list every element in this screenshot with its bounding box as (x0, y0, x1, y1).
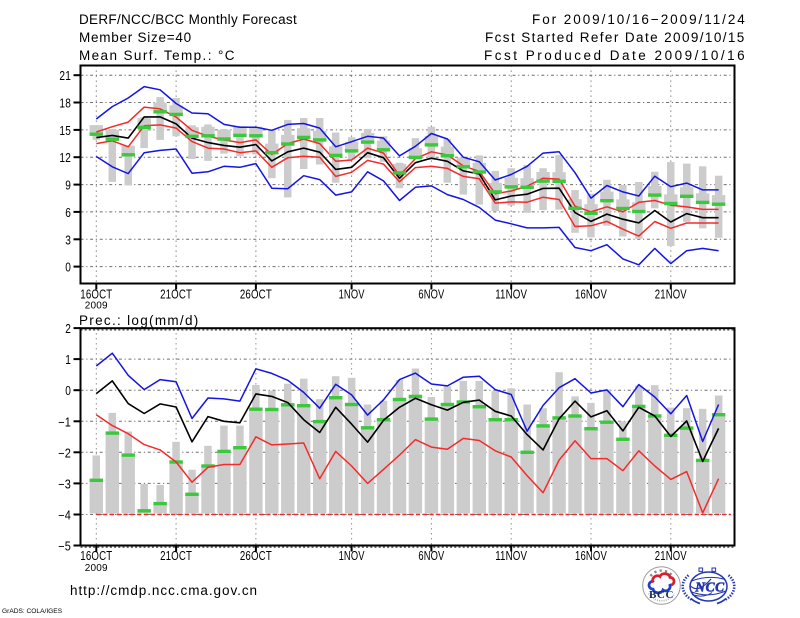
svg-text:−1: −1 (58, 415, 71, 429)
svg-text:2009: 2009 (85, 562, 108, 574)
svg-text:1: 1 (65, 353, 71, 367)
svg-text:1NOV: 1NOV (339, 288, 365, 302)
svg-text:6NOV: 6NOV (418, 549, 444, 563)
svg-text:6NOV: 6NOV (418, 288, 444, 302)
svg-text:Prec.: log(mm/d): Prec.: log(mm/d) (79, 313, 200, 328)
svg-text:Mean Surf. Temp.: °C: Mean Surf. Temp.: °C (79, 48, 236, 63)
svg-text:6: 6 (65, 206, 71, 220)
svg-text:26OCT: 26OCT (240, 549, 272, 563)
svg-text:GrADS: COLA/IGES: GrADS: COLA/IGES (2, 608, 63, 615)
svg-text:2009: 2009 (85, 300, 108, 312)
svg-text:21OCT: 21OCT (160, 288, 192, 302)
svg-text:3: 3 (65, 233, 71, 247)
svg-text:NCC: NCC (694, 580, 725, 595)
svg-text:16OCT: 16OCT (80, 549, 112, 563)
svg-text:−2: −2 (58, 446, 71, 460)
svg-text:21NOV: 21NOV (655, 288, 687, 302)
svg-text:0: 0 (65, 261, 71, 275)
svg-text:26OCT: 26OCT (240, 288, 272, 302)
svg-text:21OCT: 21OCT (160, 549, 192, 563)
svg-text:BCC: BCC (649, 589, 674, 601)
svg-text:2: 2 (65, 322, 71, 336)
svg-text:−5: −5 (58, 540, 71, 554)
svg-text:16NOV: 16NOV (575, 549, 607, 563)
svg-text:Fcst Produced Date 2009/10/16: Fcst Produced Date 2009/10/16 (484, 48, 747, 63)
svg-text:0: 0 (65, 384, 71, 398)
svg-text:11NOV: 11NOV (495, 549, 527, 563)
svg-text:21: 21 (59, 69, 71, 83)
svg-text:15: 15 (59, 124, 71, 138)
svg-text:9: 9 (65, 179, 71, 193)
svg-text:11NOV: 11NOV (495, 288, 527, 302)
svg-text:http://cmdp.ncc.cma.gov.cn: http://cmdp.ncc.cma.gov.cn (70, 583, 258, 598)
svg-text:Fcst Started Refer Date 2009/1: Fcst Started Refer Date 2009/10/15 (485, 30, 746, 45)
svg-text:Member Size=40: Member Size=40 (79, 30, 192, 45)
svg-text:For 2009/10/16−2009/11/24: For 2009/10/16−2009/11/24 (532, 12, 747, 27)
svg-text:16OCT: 16OCT (80, 288, 112, 302)
svg-text:−3: −3 (58, 477, 71, 491)
svg-text:−4: −4 (58, 509, 71, 523)
svg-text:DERF/NCC/BCC Monthly Forecast: DERF/NCC/BCC Monthly Forecast (79, 12, 297, 27)
svg-text:18: 18 (59, 97, 71, 111)
svg-text:21NOV: 21NOV (655, 549, 687, 563)
svg-text:12: 12 (59, 151, 71, 165)
svg-text:1NOV: 1NOV (339, 549, 365, 563)
svg-text:16NOV: 16NOV (575, 288, 607, 302)
